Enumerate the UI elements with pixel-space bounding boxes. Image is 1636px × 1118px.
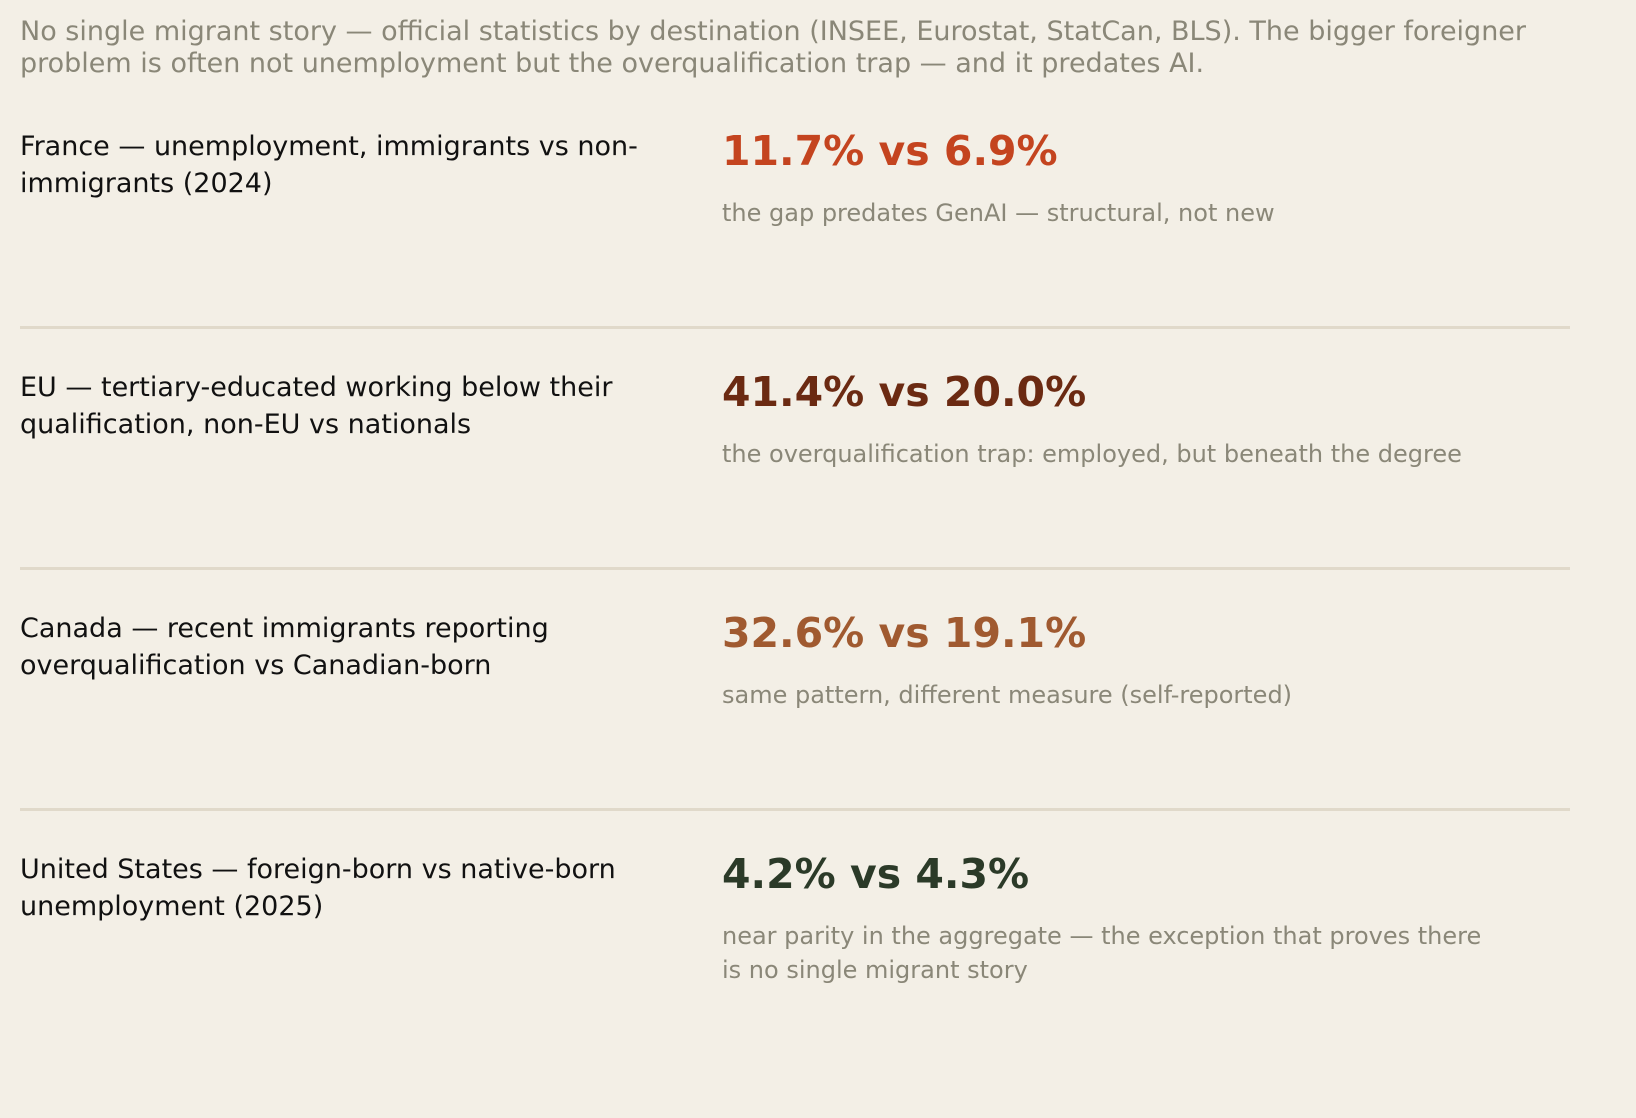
row-note: the overqualification trap: employed, bu… — [722, 440, 1462, 468]
stat-row: EU — tertiary-educated working below the… — [20, 367, 1570, 570]
row-stat: 4.2% vs 4.3% — [722, 850, 1030, 898]
row-stat: 11.7% vs 6.9% — [722, 127, 1058, 175]
row-label: Canada — recent immigrants reporting ove… — [20, 613, 549, 681]
row-label: EU — tertiary-educated working below the… — [20, 372, 613, 440]
row-values: 4.2% vs 4.3% near parity in the aggregate… — [722, 849, 1570, 1049]
row-stat: 41.4% vs 20.0% — [722, 368, 1087, 416]
stat-row: France — unemployment, immigrants vs non… — [20, 126, 1570, 329]
row-values: 32.6% vs 19.1% same pattern, different me… — [722, 608, 1570, 808]
rows: France — unemployment, immigrants vs non… — [20, 126, 1570, 1087]
intro: No single migrant story — official stati… — [20, 16, 1527, 79]
row-note: near parity in the aggregate — the excep… — [722, 922, 1482, 984]
stat-row: United States — foreign-born vs native-b… — [20, 849, 1570, 1049]
stat-row: Canada — recent immigrants reporting ove… — [20, 608, 1570, 811]
row-values: 41.4% vs 20.0% the overqualification trap… — [722, 367, 1570, 567]
row-note: same pattern, different measure (self-re… — [722, 681, 1293, 709]
row-values: 11.7% vs 6.9% the gap predates GenAI — st… — [722, 126, 1570, 326]
row-note: the gap predates GenAI — structural, not… — [722, 199, 1275, 227]
row-label: United States — foreign-born vs native-b… — [20, 854, 616, 922]
row-stat: 32.6% vs 19.1% — [722, 609, 1087, 657]
row-label: France — unemployment, immigrants vs non… — [20, 131, 638, 199]
